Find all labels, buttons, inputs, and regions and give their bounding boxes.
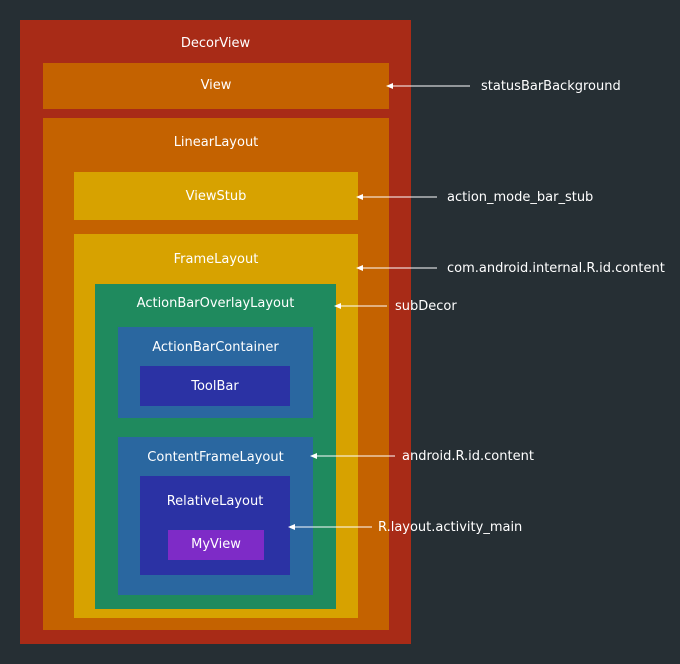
linear-layout-label: LinearLayout (173, 135, 259, 150)
status-view-box: View (43, 63, 389, 109)
my-view-box: MyView (168, 530, 264, 560)
internal-content-note: com.android.internal.R.id.content (447, 261, 665, 276)
action-mode-bar-stub-note: action_mode_bar_stub (447, 190, 594, 205)
relative-layout-label: RelativeLayout (166, 494, 264, 509)
view-stub-box: ViewStub (74, 172, 358, 220)
overlay-layout-label: ActionBarOverlayLayout (136, 296, 295, 311)
action-bar-container-label: ActionBarContainer (152, 340, 279, 355)
toolbar-box: ToolBar (140, 366, 290, 406)
content-frame-layout-label: ContentFrameLayout (147, 450, 284, 465)
decor-view-label: DecorView (180, 36, 251, 51)
status-bar-background-note: statusBarBackground (481, 79, 621, 94)
status-view-label: View (200, 78, 232, 93)
my-view-label: MyView (191, 537, 241, 552)
frame-layout-label: FrameLayout (173, 252, 259, 267)
android-content-note: android.R.id.content (402, 449, 534, 464)
activity-main-note: R.layout.activity_main (378, 520, 523, 535)
view-stub-label: ViewStub (185, 189, 247, 204)
sub-decor-note: subDecor (395, 299, 457, 314)
toolbar-label: ToolBar (191, 379, 239, 394)
